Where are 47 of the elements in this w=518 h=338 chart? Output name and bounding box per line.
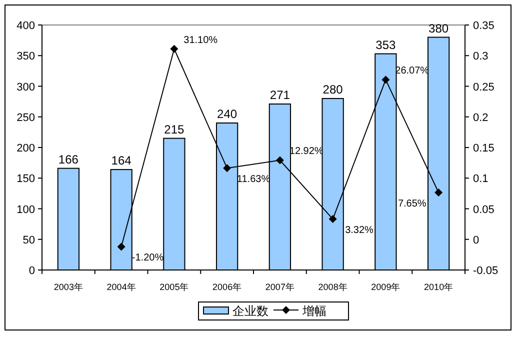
point (276, 156, 284, 164)
x-tick-label: 2003年 (54, 282, 83, 292)
point (328, 215, 337, 224)
point (117, 242, 126, 251)
x-tick-label: 2004年 (106, 282, 136, 292)
y2-tick-label: 0 (473, 234, 480, 246)
data-label: 215 (164, 122, 185, 136)
data-label: 271 (270, 88, 290, 102)
y-tick-label: 200 (16, 142, 35, 154)
y-tick-label: 250 (16, 112, 35, 124)
y-tick-label: 100 (16, 204, 35, 216)
x-tick-label: 2005年 (160, 282, 189, 292)
legend-label: 增幅 (302, 304, 326, 318)
y2-tick-label: 0.35 (473, 20, 494, 32)
y2-tick-label: -0.05 (473, 265, 498, 277)
y-tick-label: 300 (16, 81, 35, 94)
x-tick-label: 2008年 (318, 282, 348, 292)
y2-tick-label: 0.05 (473, 204, 494, 216)
data-label: 11.63% (236, 174, 270, 186)
x-tick-label: 2009年 (371, 282, 400, 292)
data-label: 31.10% (184, 34, 218, 46)
point (170, 44, 178, 53)
y2-tick-label: 0.3 (473, 50, 488, 63)
y-tick-label: 150 (16, 173, 35, 186)
data-label: 3.32% (345, 225, 374, 236)
x-tick-label: 2006年 (212, 282, 242, 292)
point (382, 76, 390, 84)
y-tick-label: 400 (16, 20, 35, 32)
legend-label: 企业数 (232, 304, 268, 318)
x-tick-label: 2010年 (424, 282, 454, 292)
data-label: 166 (58, 152, 79, 166)
point (434, 188, 443, 197)
data-label: 353 (376, 38, 396, 52)
data-label: 164 (111, 154, 132, 168)
y2-tick-label: 0.25 (473, 81, 494, 94)
point (223, 164, 232, 172)
data-label: 280 (322, 82, 344, 96)
y2-tick-label: 0.2 (473, 112, 488, 124)
y-tick-label: 0 (28, 265, 35, 277)
y-tick-label: 50 (22, 234, 35, 246)
data-label: 240 (217, 107, 238, 121)
x-tick-label: 2007年 (265, 282, 294, 292)
y-tick-label: 350 (16, 50, 35, 63)
y2-tick-label: 0.1 (473, 173, 488, 186)
data-label: 7.65% (398, 198, 426, 210)
data-label: 380 (428, 21, 449, 36)
y2-tick-label: 0.15 (473, 142, 494, 154)
